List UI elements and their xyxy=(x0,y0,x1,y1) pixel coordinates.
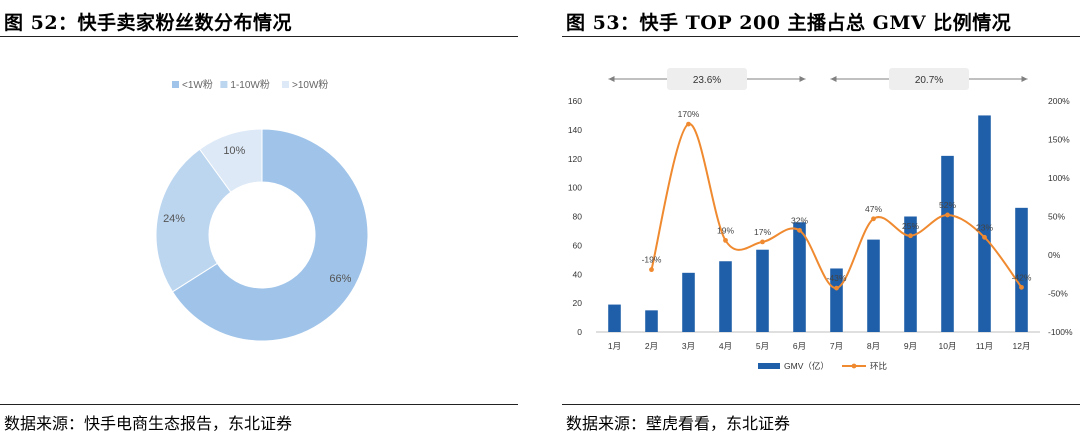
donut-chart: <1W粉 1-10W粉 >10W粉 66% 24% 10% xyxy=(155,78,369,342)
x-tick-label: 5月 xyxy=(756,341,769,351)
x-tick-label: 2月 xyxy=(645,341,658,351)
gmv-bar xyxy=(904,216,917,332)
y-left-tick: 120 xyxy=(568,154,582,164)
source-rule xyxy=(562,404,1080,405)
mom-label: 23% xyxy=(976,222,993,232)
legend-bar-label: GMV（亿） xyxy=(784,361,829,371)
left-panel: 图 52：快手卖家粉丝数分布情况 <1W粉 1-10W粉 >10W粉 66% 24% 10… xyxy=(0,0,520,438)
mom-label: -43% xyxy=(827,273,847,283)
gmv-bar xyxy=(793,222,806,332)
y-right-tick: -50% xyxy=(1048,289,1068,299)
mom-point xyxy=(723,237,728,243)
mom-point xyxy=(982,234,987,240)
x-tick-label: 7月 xyxy=(830,341,843,351)
y-left-tick: 100 xyxy=(568,183,582,193)
gmv-bar xyxy=(645,310,658,332)
legend-swatch xyxy=(220,81,228,88)
period-arrow-head-right xyxy=(799,76,806,82)
mom-label: -42% xyxy=(1012,272,1032,282)
mom-point xyxy=(834,285,839,291)
mom-point xyxy=(945,212,950,218)
mom-point xyxy=(871,216,876,222)
mom-point xyxy=(649,267,654,273)
gmv-combo-chart: 0 20 40 60 80 100 120 140 160 -100% -50% 0% 50% 100% 1… xyxy=(568,68,1073,371)
x-tick-label: 4月 xyxy=(719,341,732,351)
mom-point xyxy=(797,227,802,233)
donut-slice xyxy=(171,128,369,342)
mom-point xyxy=(1019,284,1024,290)
x-tick-label: 10月 xyxy=(939,341,957,351)
period-label-box xyxy=(889,68,969,90)
gmv-bar xyxy=(719,261,732,332)
mom-label: 17% xyxy=(754,227,771,237)
legend-swatch xyxy=(172,81,179,88)
period-label: 20.7% xyxy=(915,75,943,86)
figure-53-title: 图 53：快手 TOP 200 主播占总 GMV 比例情况 xyxy=(566,12,1012,34)
mom-label: 25% xyxy=(902,221,919,231)
legend-label: <1W粉 xyxy=(182,78,213,91)
y-right-tick: 50% xyxy=(1048,212,1065,222)
y-left-tick: 80 xyxy=(573,212,583,222)
y-left-tick: 160 xyxy=(568,96,582,106)
legend-line-label: 环比 xyxy=(870,361,887,371)
slice-label: 66% xyxy=(329,273,351,285)
x-tick-label: 1月 xyxy=(608,341,621,351)
y-right-tick: 100% xyxy=(1048,173,1070,183)
x-tick-label: 3月 xyxy=(682,341,695,351)
gmv-bar xyxy=(608,304,621,332)
y-left-tick: 0 xyxy=(577,327,582,337)
period-label-box xyxy=(667,68,747,90)
period-arrow-head-right xyxy=(1021,76,1028,82)
figure-52-title: 图 52：快手卖家粉丝数分布情况 xyxy=(4,12,293,34)
period-arrow-head-left xyxy=(608,76,615,82)
x-tick-label: 8月 xyxy=(867,341,880,351)
y-right-tick: 0% xyxy=(1048,250,1061,260)
mom-label: 47% xyxy=(865,204,882,214)
x-tick-label: 9月 xyxy=(904,341,917,351)
figure-52-source: 数据来源：快手电商生态报告，东北证券 xyxy=(4,414,293,433)
x-tick-label: 12月 xyxy=(1013,341,1031,351)
legend-line-marker xyxy=(851,363,857,369)
gmv-bar xyxy=(1015,207,1028,332)
mom-label: 52% xyxy=(939,200,956,210)
mom-point xyxy=(760,239,765,245)
legend-label: >10W粉 xyxy=(292,78,328,91)
gmv-bar xyxy=(830,268,843,332)
mom-line xyxy=(650,123,1023,290)
mom-point xyxy=(908,233,913,239)
legend-bar-swatch xyxy=(758,363,780,369)
y-left-tick: 60 xyxy=(573,240,583,250)
gmv-bar xyxy=(941,155,954,332)
figure-53-source: 数据来源：壁虎看看，东北证券 xyxy=(566,414,791,433)
title-rule xyxy=(0,36,518,37)
gmv-bar xyxy=(756,249,769,332)
y-right-tick: 200% xyxy=(1048,96,1070,106)
y-left-tick: 20 xyxy=(573,298,583,308)
title-rule xyxy=(562,36,1080,37)
right-panel: 图 53：快手 TOP 200 主播占总 GMV 比例情况 0 20 40 60 80 1… xyxy=(562,0,1080,438)
y-right-tick: -100% xyxy=(1048,327,1073,337)
y-left-tick: 40 xyxy=(573,269,583,279)
gmv-bar xyxy=(978,115,991,332)
mom-label: -19% xyxy=(642,255,662,265)
slice-label: 10% xyxy=(223,145,245,157)
mom-label: 19% xyxy=(717,225,734,235)
slice-label: 24% xyxy=(163,213,185,225)
y-left-tick: 140 xyxy=(568,125,582,135)
x-tick-label: 11月 xyxy=(976,341,993,351)
legend-swatch xyxy=(282,81,289,88)
legend-label: 1-10W粉 xyxy=(230,78,269,91)
mom-label: 170% xyxy=(678,109,700,119)
period-arrow-head-left xyxy=(830,76,837,82)
donut-slice xyxy=(155,148,232,293)
x-tick-label: 6月 xyxy=(793,341,806,351)
gmv-bar xyxy=(682,272,695,332)
mom-label: 32% xyxy=(791,215,808,225)
mom-point xyxy=(686,121,691,127)
donut-slice xyxy=(198,128,263,193)
y-right-tick: 150% xyxy=(1048,135,1070,145)
source-rule xyxy=(0,404,518,405)
gmv-bar xyxy=(867,239,880,332)
period-label: 23.6% xyxy=(693,75,721,86)
